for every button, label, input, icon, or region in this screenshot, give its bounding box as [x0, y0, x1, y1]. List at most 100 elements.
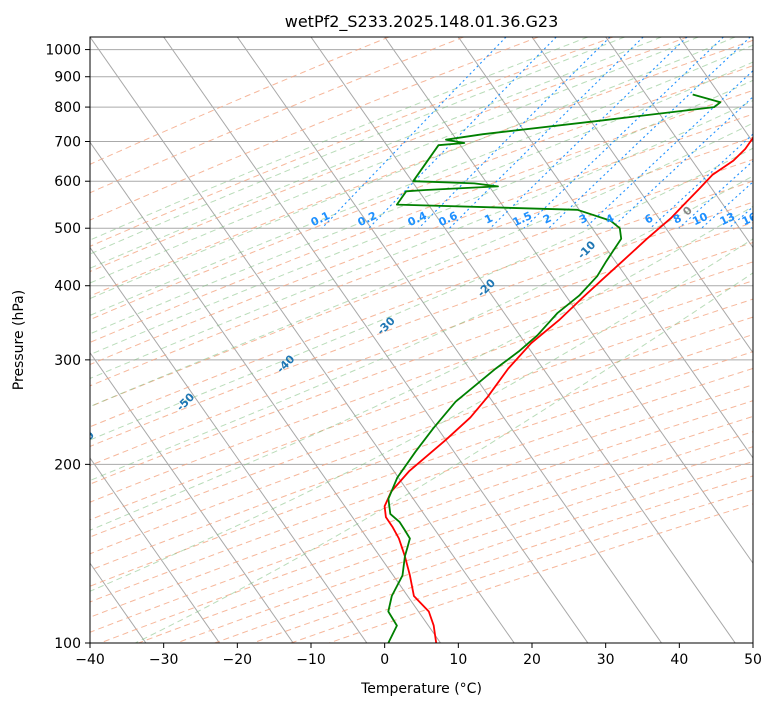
- mixing-ratio-line: [490, 37, 687, 228]
- moist-adiabat-line: [0, 37, 775, 643]
- dry-adiabat-line: [0, 37, 775, 643]
- isotherm-line: [0, 37, 220, 643]
- y-tick-label: 700: [54, 134, 81, 150]
- x-tick-label: 10: [449, 652, 467, 668]
- y-tick-label: 400: [54, 279, 81, 295]
- mixing-ratio-label: 0.4: [406, 209, 429, 229]
- dry-adiabat-line: [0, 37, 775, 643]
- chart-title: wetPf2_S233.2025.148.01.36.G23: [285, 12, 559, 32]
- y-axis-title: Pressure (hPa): [11, 290, 27, 390]
- y-tick-label: 300: [54, 353, 81, 369]
- isotherm-line: [532, 37, 775, 643]
- dry-adiabat-line: [0, 37, 775, 643]
- moist-adiabat-line: [0, 37, 775, 643]
- y-tick-label: 200: [54, 457, 81, 473]
- x-tick-label: −30: [149, 652, 179, 668]
- mixing-ratio-label: 1: [482, 212, 494, 227]
- dry-adiabat-line: [215, 37, 775, 643]
- moist-adiabat-line: [0, 37, 775, 643]
- mixing-ratio-line: [702, 37, 775, 228]
- dry-adiabat-line: [0, 37, 538, 643]
- isotherm-line: [0, 37, 293, 643]
- mixing-ratio-line: [729, 37, 775, 228]
- moist-adiabat-line: [0, 37, 775, 643]
- x-axis-title: Temperature (°C): [360, 681, 482, 697]
- temperature-profile-line: [385, 95, 775, 644]
- dry-adiabat-line: [0, 37, 775, 643]
- isotherm-line: [237, 37, 661, 643]
- dry-adiabat-line: [0, 37, 389, 643]
- isotherm-line: [753, 37, 775, 643]
- y-tick-label: 800: [54, 100, 81, 116]
- mixing-ratio-label: 0.2: [356, 209, 379, 229]
- x-tick-label: 40: [670, 652, 688, 668]
- y-tick-label: 1000: [45, 43, 81, 59]
- x-tick-label: 20: [523, 652, 541, 668]
- dry-adiabat-line: [0, 37, 775, 643]
- dry-adiabat-label: -60: [74, 428, 97, 451]
- background-lines: [0, 37, 775, 643]
- dry-adiabat-line: [0, 37, 688, 643]
- mixing-ratio-label: 1.5: [511, 209, 534, 229]
- dry-adiabat-line: [0, 37, 464, 643]
- dry-adiabat-label: -10: [575, 238, 598, 261]
- dry-adiabat-label: -50: [174, 390, 197, 413]
- dry-adiabat-line: [0, 37, 775, 643]
- dry-adiabat-line: [0, 37, 775, 643]
- y-tick-label: 500: [54, 221, 81, 237]
- mixing-ratio-line: [549, 37, 751, 228]
- isotherm-line: [606, 37, 775, 643]
- moist-adiabat-line: [135, 37, 775, 643]
- moist-adiabat-line: [0, 37, 775, 643]
- moist-adiabat-line: [0, 37, 662, 643]
- mixing-ratio-line: [650, 37, 775, 228]
- y-axis: 100 200 300 400 500 600 700 800 900 1000: [45, 43, 90, 652]
- isotherm-line: [458, 37, 775, 643]
- dry-adiabat-line: [0, 37, 775, 643]
- dewpoint-profile-line: [388, 95, 720, 644]
- dry-adiabat-label: -20: [475, 276, 498, 299]
- mixing-ratio-label: 0.1: [309, 209, 332, 229]
- x-tick-label: −40: [75, 652, 105, 668]
- x-tick-label: 0: [380, 652, 389, 668]
- dry-adiabat-line: [0, 37, 775, 643]
- dry-adiabat-line: [0, 37, 775, 643]
- mixing-ratio-line: [751, 37, 775, 228]
- dry-adiabat-line: [0, 37, 775, 643]
- line-labels: 0.10.20.40.611.52346810131620253036-100-…: [0, 76, 775, 607]
- moist-adiabat-line: [0, 37, 735, 643]
- dry-adiabat-line: [0, 37, 775, 643]
- y-tick-label: 900: [54, 70, 81, 86]
- moist-adiabat-line: [0, 37, 775, 643]
- mixing-ratio-label: 8: [671, 212, 683, 227]
- dry-adiabat-line: [0, 37, 775, 643]
- moist-adiabat-line: [0, 37, 775, 643]
- mixing-ratio-line: [419, 37, 610, 228]
- y-tick-label: 100: [54, 636, 81, 652]
- dry-adiabat-line: [329, 37, 775, 643]
- isotherm-line: [679, 37, 775, 643]
- mixing-ratio-label: 2: [541, 212, 553, 227]
- dry-adiabat-line: [0, 37, 775, 643]
- x-axis: −40 −30 −20 −10 0 10 20 30 40 50: [75, 643, 762, 668]
- isotherm-line: [16, 37, 440, 643]
- dry-adiabat-line: [253, 37, 775, 643]
- dry-adiabat-line: [0, 37, 775, 643]
- x-tick-label: −10: [296, 652, 326, 668]
- dry-adiabat-line: [0, 37, 762, 643]
- dry-adiabat-line: [177, 37, 775, 643]
- series-layer: [385, 95, 775, 644]
- moist-adiabat-line: [0, 37, 775, 643]
- mixing-ratio-label: 20: [764, 210, 775, 228]
- dry-adiabat-line: [0, 37, 775, 643]
- x-tick-label: −20: [223, 652, 253, 668]
- mixing-ratio-line: [524, 37, 724, 228]
- mixing-ratio-label: 6: [643, 211, 656, 226]
- plot-frame: [90, 37, 753, 643]
- dry-adiabat-line: [139, 37, 775, 643]
- x-tick-label: 30: [597, 652, 615, 668]
- x-tick-label: 50: [744, 652, 762, 668]
- moist-adiabat-line: [0, 37, 588, 643]
- y-tick-label: 600: [54, 174, 81, 190]
